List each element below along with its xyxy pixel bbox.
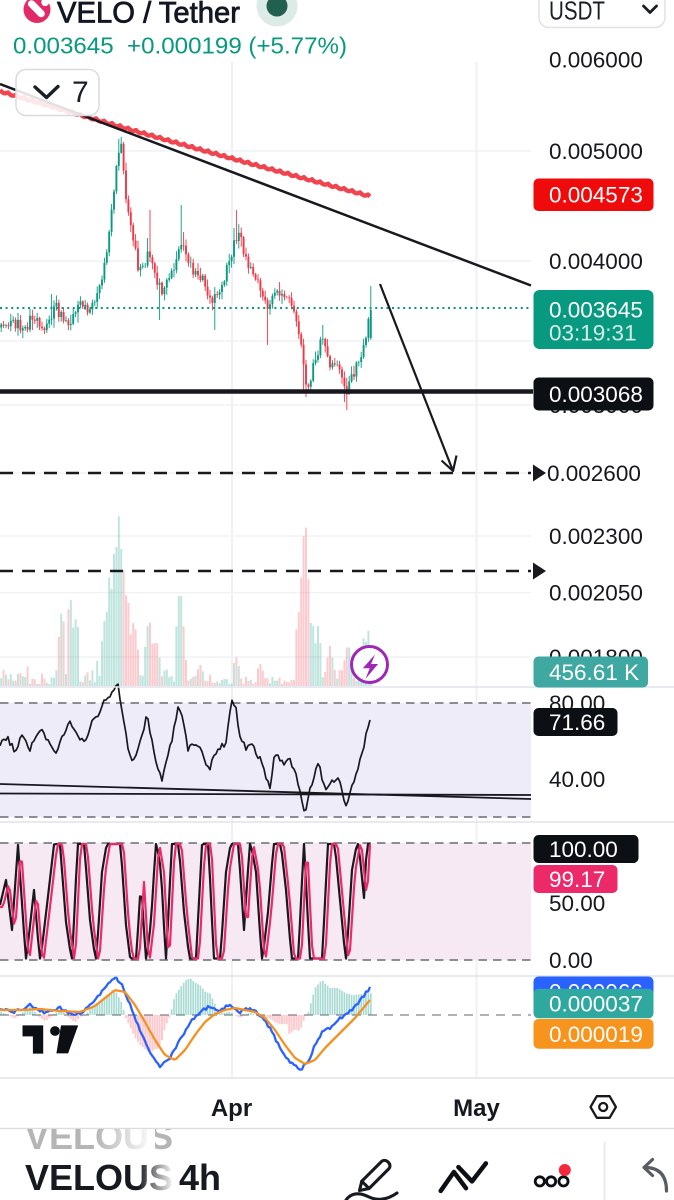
svg-text:4h: 4h bbox=[179, 1157, 221, 1198]
svg-text:VELO / Tether: VELO / Tether bbox=[57, 0, 240, 30]
svg-text:May: May bbox=[453, 1095, 500, 1122]
svg-text:0.004573: 0.004573 bbox=[549, 183, 643, 208]
svg-text:0.000037: 0.000037 bbox=[549, 992, 643, 1017]
svg-text:0.003645 +0.000199 (+5.77%): 0.003645 +0.000199 (+5.77%) bbox=[13, 33, 347, 59]
svg-text:Apr: Apr bbox=[211, 1095, 252, 1122]
svg-text:0.002050: 0.002050 bbox=[549, 581, 643, 606]
svg-text:7: 7 bbox=[72, 76, 89, 109]
svg-text:0.002600: 0.002600 bbox=[547, 461, 641, 486]
svg-text:100.00: 100.00 bbox=[549, 837, 618, 862]
svg-text:0.003068: 0.003068 bbox=[549, 382, 643, 407]
svg-text:40.00: 40.00 bbox=[549, 767, 605, 792]
svg-text:0.000019: 0.000019 bbox=[549, 1022, 643, 1047]
svg-text:0.003645: 0.003645 bbox=[549, 297, 643, 322]
svg-text:71.66: 71.66 bbox=[549, 710, 605, 735]
svg-text:03:19:31: 03:19:31 bbox=[549, 320, 637, 345]
svg-text:0.004000: 0.004000 bbox=[549, 249, 643, 274]
svg-text:99.17: 99.17 bbox=[549, 867, 605, 892]
svg-text:456.61 K: 456.61 K bbox=[549, 660, 639, 685]
svg-text:0.002300: 0.002300 bbox=[549, 524, 643, 549]
svg-text:0.00: 0.00 bbox=[549, 948, 593, 973]
svg-text:0.005000: 0.005000 bbox=[549, 139, 643, 164]
svg-text:USDT: USDT bbox=[549, 0, 605, 26]
svg-text:0.006000: 0.006000 bbox=[549, 47, 643, 72]
svg-text:50.00: 50.00 bbox=[549, 891, 605, 916]
